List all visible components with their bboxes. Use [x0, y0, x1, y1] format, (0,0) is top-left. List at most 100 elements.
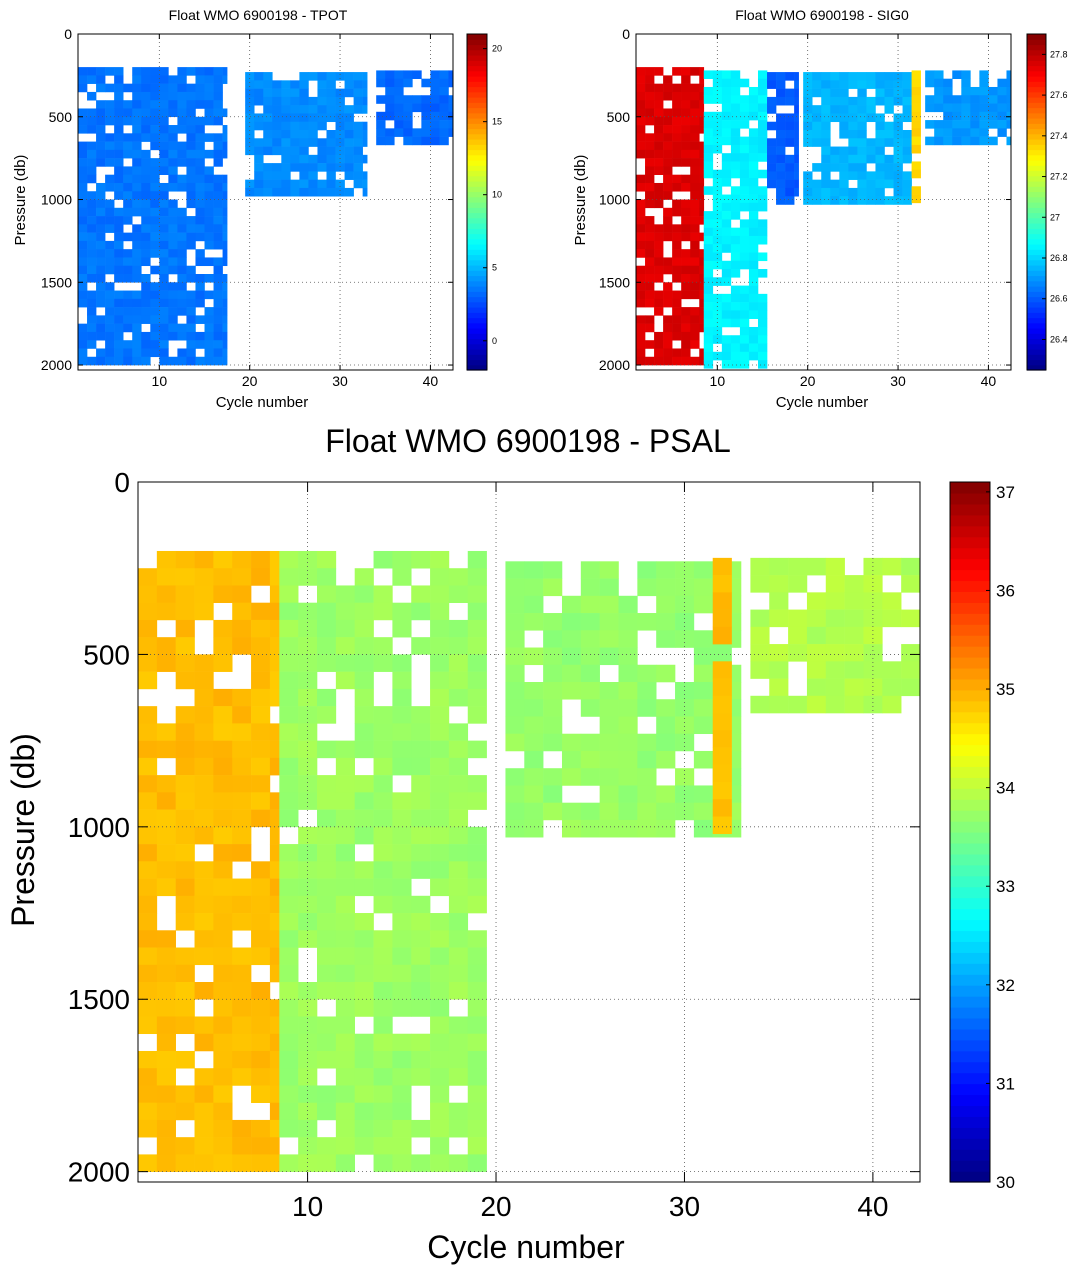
- tpot-cell: [177, 282, 187, 291]
- tpot-cell: [177, 75, 187, 84]
- tpot-cell: [114, 108, 124, 118]
- psal-cell: [373, 982, 393, 1000]
- sig0-cell: [934, 120, 944, 129]
- sig0-cell: [757, 310, 768, 319]
- psal-colorbar-segment: [950, 908, 990, 921]
- tpot-colorbar-segment: [467, 165, 487, 172]
- tpot-cell: [326, 130, 336, 139]
- psal-cell: [693, 664, 714, 683]
- tpot-cell: [123, 340, 133, 349]
- psal-cell: [656, 733, 676, 752]
- tpot-cell: [177, 348, 187, 358]
- psal-cell: [561, 664, 582, 683]
- psal-cell: [656, 750, 676, 769]
- tpot-cell: [141, 166, 151, 175]
- psal-cell: [430, 602, 450, 621]
- tpot-colorbar-segment: [467, 55, 487, 61]
- psal-cell: [354, 568, 374, 586]
- psal-cell: [156, 740, 176, 759]
- tpot-cell: [132, 116, 142, 126]
- psal-cell: [298, 1016, 318, 1035]
- psal-cell: [806, 592, 827, 610]
- tpot-cell: [430, 128, 440, 137]
- tpot-cell: [132, 83, 142, 93]
- tpot-cell: [177, 125, 187, 134]
- psal-cell: [618, 647, 638, 666]
- tpot-cell: [195, 116, 205, 126]
- tpot-grid: [78, 34, 453, 370]
- sig0-colorbar-segment: [1027, 123, 1046, 130]
- tpot-cell: [263, 96, 273, 106]
- psal-cell: [806, 695, 827, 714]
- sig0-cell: [785, 154, 795, 164]
- sig0-cell: [875, 179, 885, 189]
- sig0-cell: [839, 130, 849, 139]
- psal-cell: [213, 809, 233, 828]
- psal-cell: [269, 585, 280, 603]
- psal-cell: [543, 733, 563, 752]
- psal-cell: [467, 999, 487, 1017]
- sig0-colorbar-segment: [1027, 76, 1046, 82]
- sig0-cell: [654, 108, 664, 118]
- sig0-cell: [794, 163, 799, 172]
- psal-cell: [269, 930, 280, 948]
- tpot-cell: [141, 216, 151, 225]
- sig0-cell: [748, 86, 759, 96]
- sig0-cell: [739, 219, 750, 228]
- psal-cell: [298, 568, 318, 586]
- sig0-cell: [812, 179, 822, 189]
- sig0-cell: [699, 257, 705, 267]
- psal-cell: [269, 1119, 280, 1138]
- psal-cell: [392, 982, 412, 1000]
- tpot-cell: [344, 130, 354, 139]
- psal-cell: [175, 706, 195, 724]
- sig0-cell: [952, 95, 962, 104]
- psal-cell: [232, 637, 252, 655]
- sig0-cell: [730, 186, 741, 195]
- psal-cell: [335, 999, 355, 1017]
- psal-cell: [392, 826, 412, 845]
- psal-cell: [298, 878, 318, 897]
- tpot-cell: [213, 141, 223, 151]
- sig0-grid: [636, 34, 1011, 370]
- tpot-cell: [204, 323, 214, 333]
- tpot-cell: [123, 182, 133, 192]
- psal-cell: [411, 637, 431, 655]
- tpot-cell: [168, 174, 178, 184]
- sig0-cell: [690, 125, 700, 134]
- sig0-cell: [721, 194, 732, 204]
- tpot-cell: [105, 265, 115, 275]
- tpot-cell: [204, 100, 214, 109]
- psal-colorbar-tick-label: 35: [996, 680, 1015, 699]
- psal-cell: [448, 723, 469, 741]
- psal-cell: [317, 964, 337, 983]
- psal-cell: [175, 947, 195, 966]
- sig0-cell: [812, 113, 822, 123]
- psal-cell: [373, 999, 393, 1017]
- tpot-cell: [132, 257, 142, 267]
- psal-cell: [317, 740, 337, 759]
- tpot-cell: [281, 146, 291, 156]
- tpot-cell: [245, 88, 255, 98]
- psal-cell: [138, 1068, 158, 1086]
- psal-cell: [251, 1137, 271, 1155]
- psal-cell: [637, 768, 657, 786]
- tpot-cell: [344, 146, 354, 156]
- sig0-cell: [812, 80, 822, 89]
- psal-cell: [175, 1137, 195, 1155]
- psal-cell: [430, 1102, 450, 1121]
- sig0-cell: [645, 91, 655, 101]
- sig0-cell: [757, 95, 768, 104]
- sig0-cell: [699, 232, 705, 242]
- tpot-cell: [412, 95, 422, 104]
- psal-cell: [467, 1050, 487, 1069]
- psal-cell: [373, 1102, 393, 1121]
- sig0-cell: [748, 326, 759, 336]
- sig0-cell: [645, 67, 655, 76]
- sig0-cell: [902, 179, 912, 189]
- tpot-colorbar-segment: [467, 317, 487, 324]
- tpot-cell: [213, 149, 223, 159]
- psal-cell: [882, 609, 902, 628]
- psal-colorbar-segment: [950, 1094, 990, 1107]
